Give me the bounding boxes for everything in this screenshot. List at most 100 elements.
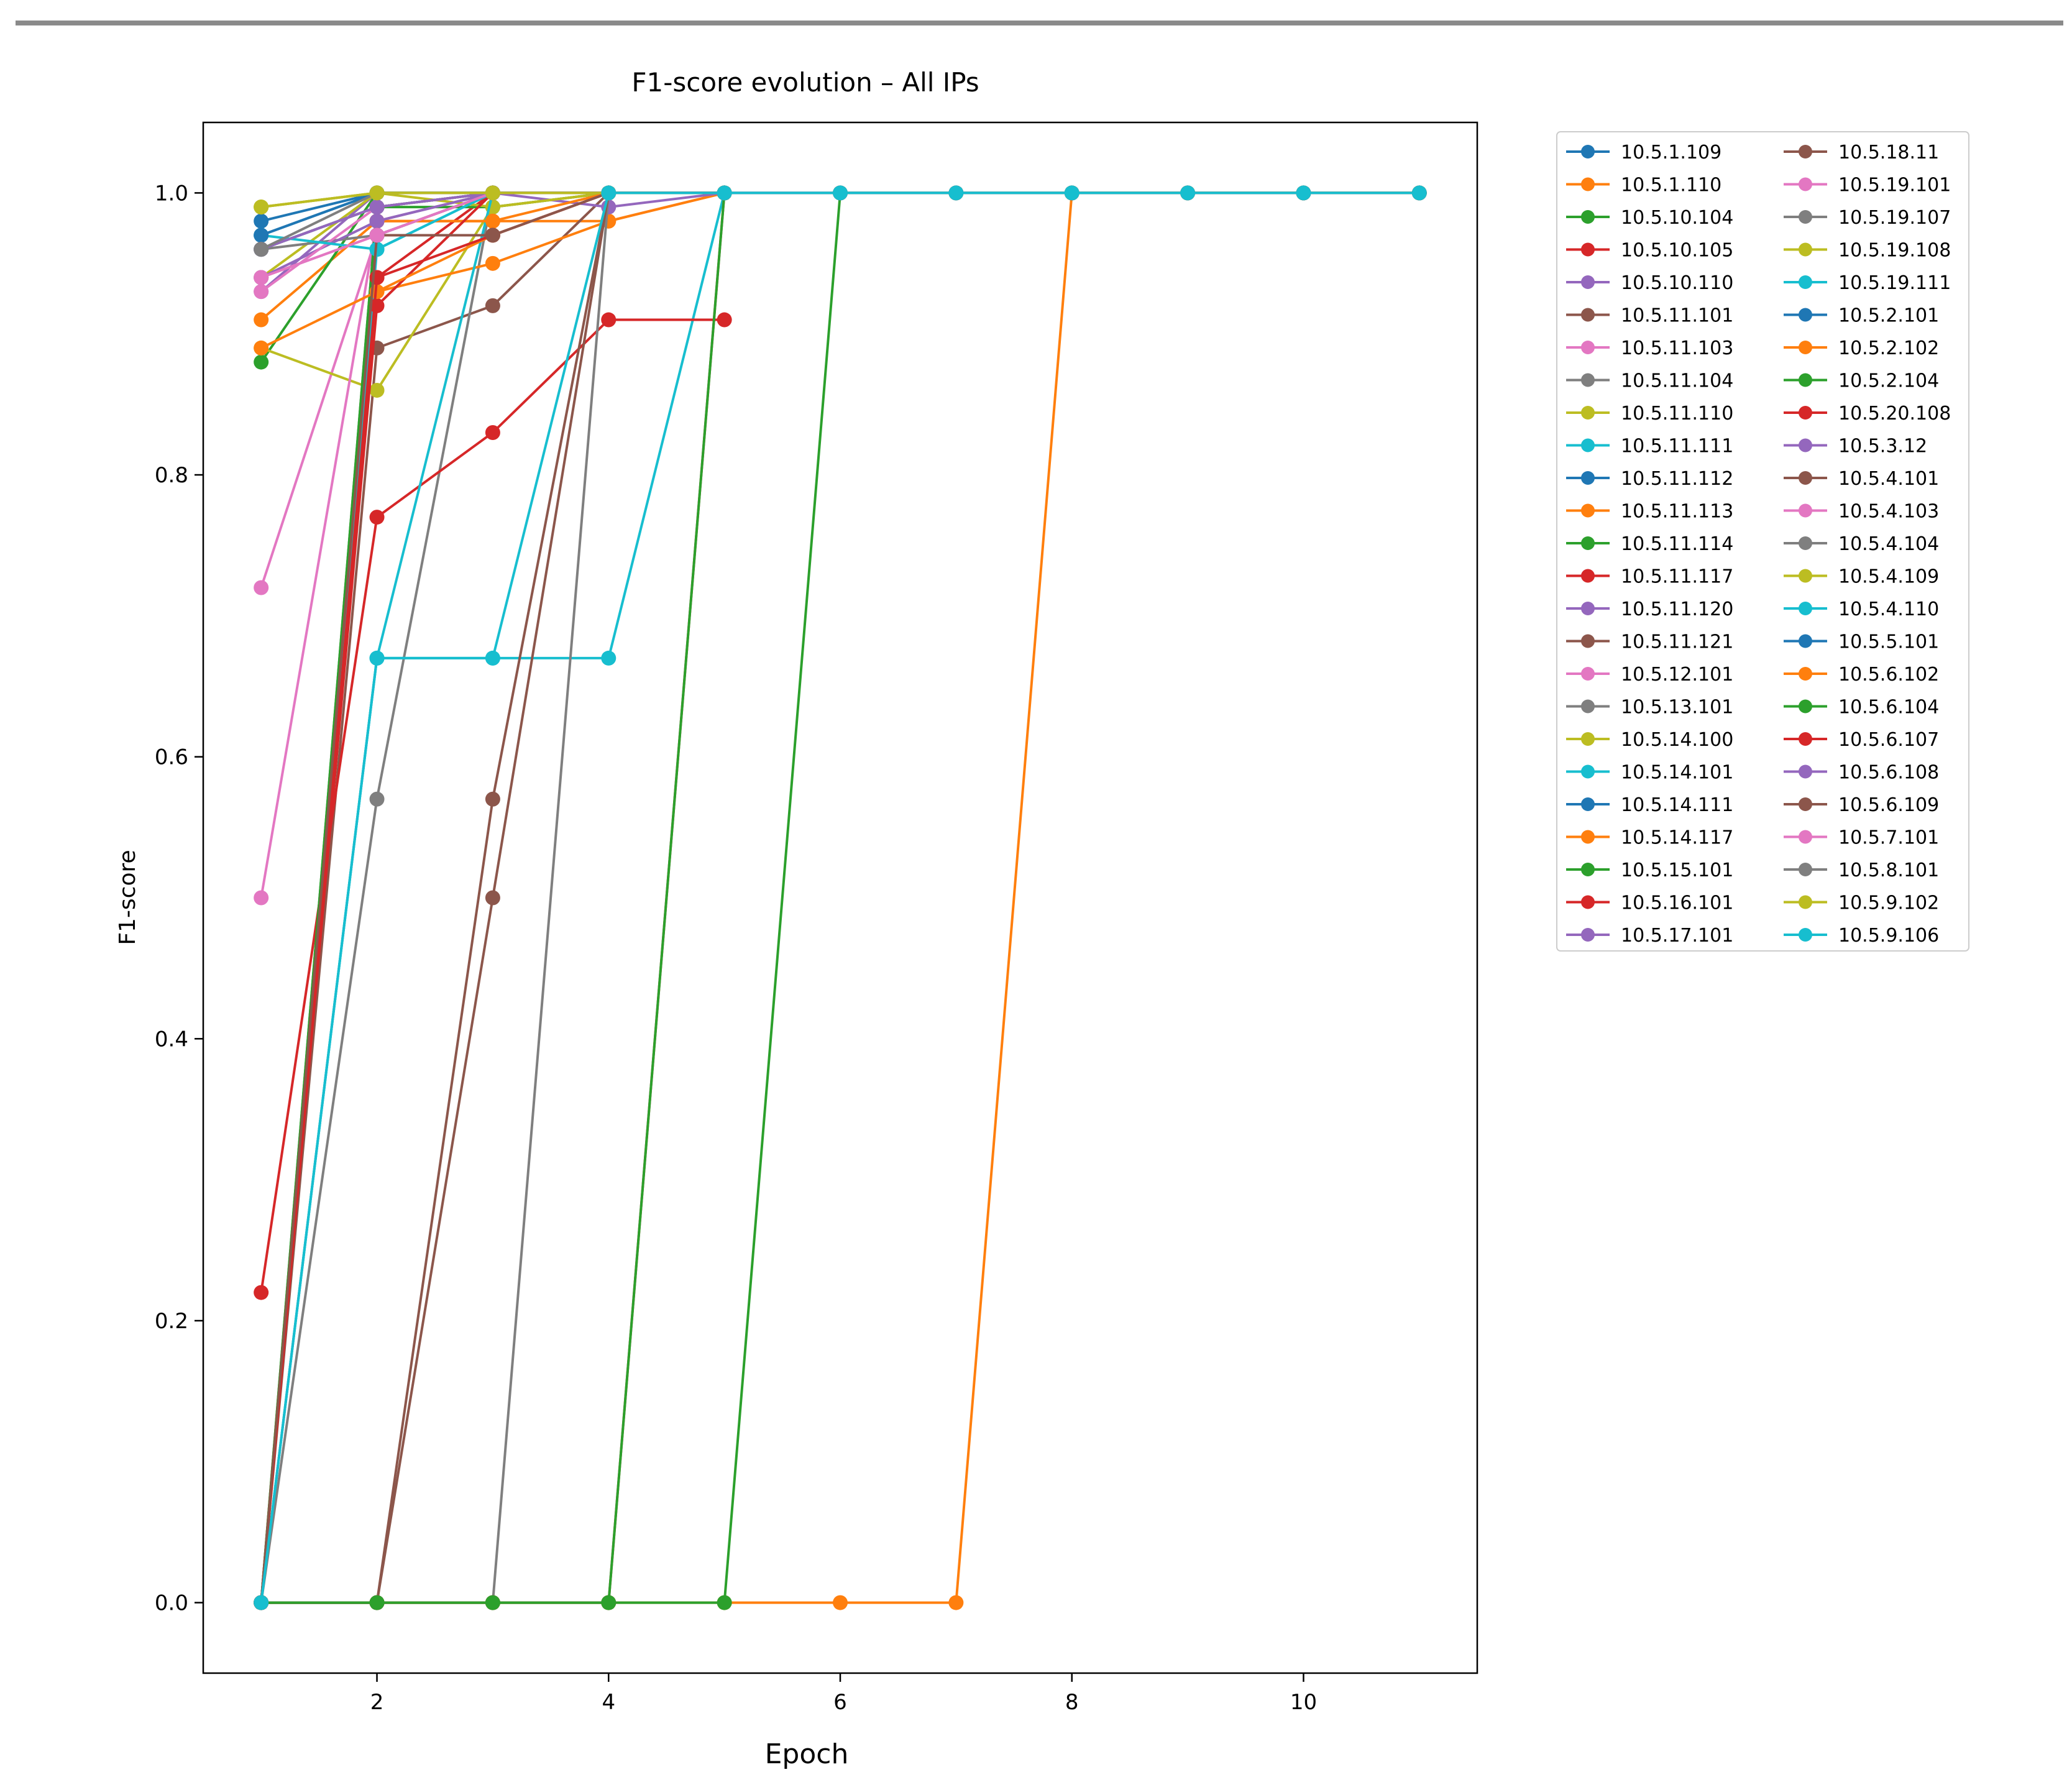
series-line: [261, 191, 1419, 1604]
legend-label: 10.5.4.103: [1838, 501, 1939, 523]
legend-swatch-marker: [1799, 308, 1812, 322]
legend-swatch-marker: [1799, 830, 1812, 844]
legend-label: 10.5.11.104: [1621, 370, 1733, 392]
legend-label: 10.5.10.104: [1621, 207, 1733, 229]
legend-swatch-marker: [1799, 732, 1812, 746]
data-point: [485, 255, 500, 271]
chart-title: F1-score evolution – All IPs: [631, 67, 979, 98]
data-point: [485, 890, 500, 906]
series-10-5-16-101: [254, 185, 1427, 1610]
legend-label: 10.5.6.108: [1838, 762, 1939, 784]
data-point: [485, 791, 500, 807]
x-tick-label: 4: [602, 1690, 615, 1715]
data-point: [717, 312, 732, 328]
legend-item: 10.5.11.101: [1566, 305, 1733, 327]
data-point: [254, 312, 269, 328]
data-point: [254, 213, 269, 229]
legend-swatch-marker: [1799, 536, 1812, 550]
legend-swatch-marker: [1799, 569, 1812, 583]
legend-swatch-marker: [1799, 373, 1812, 387]
legend-item: 10.5.19.108: [1784, 240, 1951, 262]
legend-swatch-marker: [1799, 503, 1812, 518]
legend-label: 10.5.14.101: [1621, 762, 1733, 784]
legend-label: 10.5.11.112: [1621, 468, 1733, 490]
legend-swatch-marker: [1581, 667, 1595, 681]
legend-label: 10.5.7.101: [1838, 827, 1939, 849]
legend-item: 10.5.1.109: [1566, 142, 1721, 163]
legend-label: 10.5.11.121: [1621, 631, 1733, 653]
legend-item: 10.5.11.112: [1566, 468, 1733, 490]
y-tick-label: 1.0: [155, 181, 188, 206]
legend-label: 10.5.20.108: [1838, 403, 1951, 424]
legend-item: 10.5.19.101: [1784, 175, 1951, 196]
data-point: [369, 650, 385, 666]
legend-label: 10.5.19.108: [1838, 240, 1951, 262]
legend-swatch-marker: [1799, 634, 1812, 648]
legend-swatch-marker: [1581, 145, 1595, 158]
legend-item: 10.5.2.104: [1784, 370, 1939, 392]
legend-swatch-marker: [1799, 177, 1812, 191]
legend-item: 10.5.18.11: [1784, 142, 1939, 163]
legend-item: 10.5.4.109: [1784, 566, 1939, 588]
legend-item: 10.5.7.101: [1784, 827, 1939, 849]
legend-label: 10.5.6.109: [1838, 794, 1939, 816]
data-point: [833, 1595, 848, 1610]
data-point: [254, 270, 269, 285]
legend-swatch-marker: [1581, 275, 1595, 289]
legend-item: 10.5.1.110: [1566, 175, 1721, 196]
legend-label: 10.5.19.107: [1838, 207, 1951, 229]
data-point: [717, 1595, 732, 1610]
legend-label: 10.5.3.12: [1838, 436, 1927, 457]
legend-item: 10.5.4.110: [1784, 599, 1939, 620]
data-point: [485, 227, 500, 243]
legend-swatch-marker: [1581, 928, 1595, 942]
data-point: [369, 1595, 385, 1610]
data-point: [369, 510, 385, 525]
legend-item: 10.5.6.109: [1784, 794, 1939, 816]
y-axis: 0.0 0.2 0.4 0.6 0.8 1.0: [155, 181, 203, 1616]
legend-label: 10.5.19.111: [1838, 272, 1951, 294]
legend-item: 10.5.11.114: [1566, 533, 1733, 555]
series-line: [261, 191, 1419, 1604]
series-10-5-11-117: [254, 312, 732, 1300]
series-line: [260, 191, 1419, 1603]
legend-label: 10.5.1.109: [1621, 142, 1721, 163]
legend-swatch-marker: [1799, 699, 1812, 714]
legend-label: 10.5.4.104: [1838, 533, 1939, 555]
legend-swatch-marker: [1581, 569, 1595, 583]
legend-label: 10.5.11.117: [1621, 566, 1733, 588]
legend-swatch-marker: [1799, 242, 1812, 257]
legend-label: 10.5.18.11: [1838, 142, 1939, 163]
legend-item: 10.5.4.104: [1784, 533, 1939, 555]
legend-swatch-marker: [1799, 406, 1812, 420]
legend-swatch-marker: [1799, 928, 1812, 942]
legend-swatch-marker: [1581, 308, 1595, 322]
data-point: [254, 200, 269, 215]
legend-swatch-marker: [1581, 764, 1595, 779]
data-point: [254, 1285, 269, 1300]
legend-label: 10.5.14.117: [1621, 827, 1733, 849]
data-point: [1180, 185, 1196, 201]
legend-swatch-marker: [1581, 602, 1595, 615]
data-point: [485, 213, 500, 229]
legend-item: 10.5.6.104: [1784, 697, 1939, 718]
data-point: [369, 213, 385, 229]
data-point: [254, 354, 269, 370]
legend-swatch-marker: [1799, 275, 1812, 289]
data-point: [948, 1595, 964, 1610]
legend-swatch-marker: [1581, 210, 1595, 224]
legend-item: 10.5.9.102: [1784, 893, 1939, 914]
y-tick-label: 0.6: [155, 745, 188, 770]
legend-label: 10.5.13.101: [1621, 697, 1733, 718]
legend-swatch-marker: [1799, 764, 1812, 779]
legend-label: 10.5.11.113: [1621, 501, 1733, 523]
legend-item: 10.5.11.113: [1566, 501, 1733, 523]
plot-area-frame: [202, 121, 1478, 1674]
series-10-5-15-101: [254, 185, 1427, 1610]
legend-item: 10.5.6.108: [1784, 762, 1939, 784]
legend-label: 10.5.11.103: [1621, 337, 1733, 359]
data-point: [485, 425, 500, 440]
legend-label: 10.5.4.109: [1838, 566, 1939, 588]
data-point: [254, 284, 269, 300]
legend-item: 10.5.17.101: [1566, 925, 1733, 947]
